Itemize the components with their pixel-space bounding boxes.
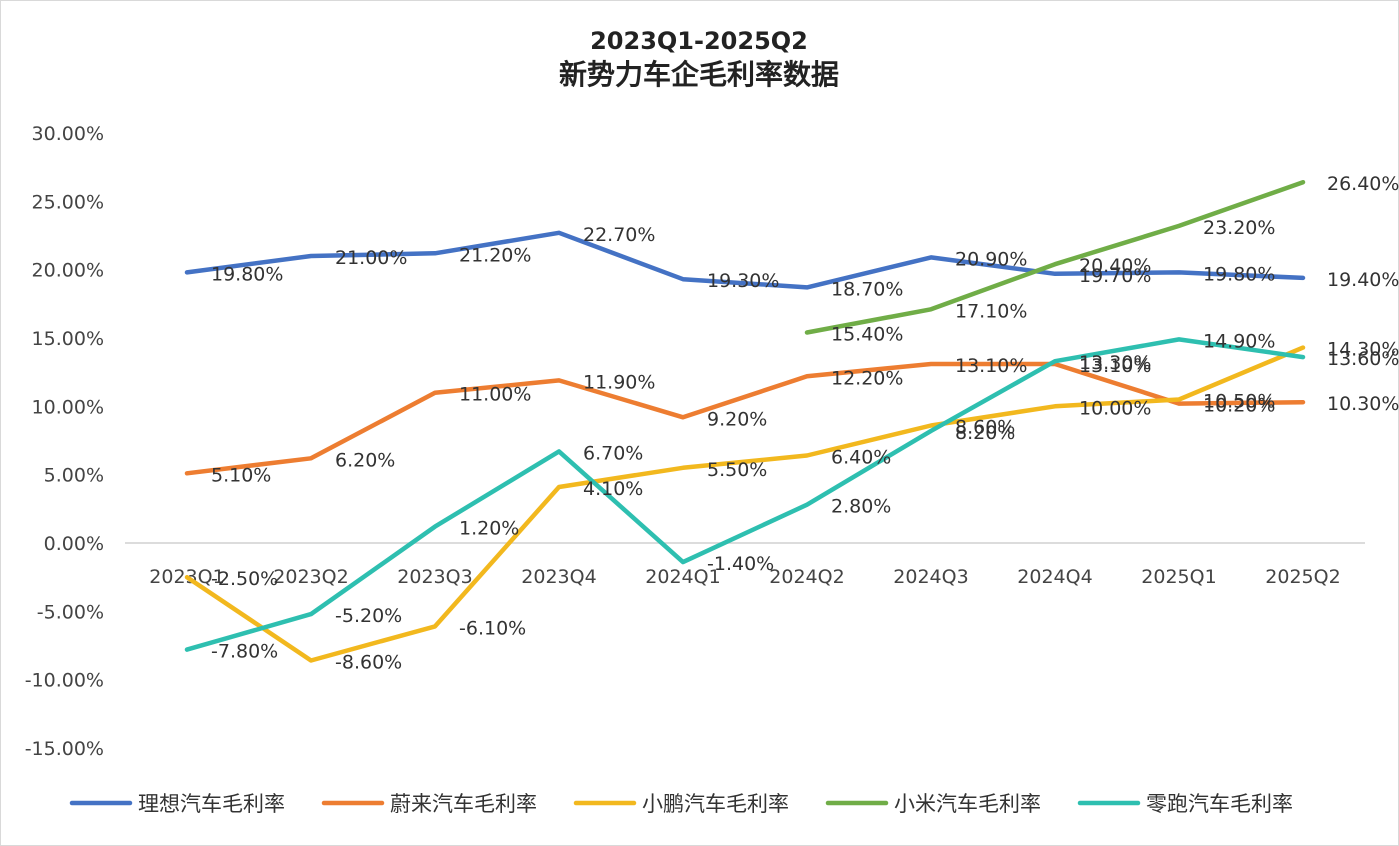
data-label: 17.10% — [955, 300, 1027, 322]
data-labels: 19.80% 21.00% 21.20% 22.70% 19.30% 18.70% 20.9… — [211, 173, 1399, 673]
y-tick-label: 20.00% — [32, 260, 104, 282]
legend-label: 蔚来汽车毛利率 — [390, 792, 537, 816]
data-label: 6.20% — [335, 449, 395, 471]
data-label: 8.60% — [955, 416, 1015, 438]
y-axis-ticks: 30.00% 25.00% 20.00% 15.00% 10.00% 5.00% 0.00%… — [25, 123, 104, 760]
x-tick-label: 2024Q1 — [645, 566, 720, 588]
data-label: -1.40% — [707, 553, 774, 575]
series-line-3 — [804, 179, 1306, 335]
y-tick-label: 15.00% — [32, 328, 104, 350]
data-label: 14.90% — [1203, 330, 1275, 352]
data-label: 11.90% — [583, 371, 655, 393]
x-tick-label: 2024Q3 — [893, 566, 968, 588]
legend: 理想汽车毛利率 蔚来汽车毛利率 小鹏汽车毛利率 小米汽车毛利率 零跑汽车毛利率 — [69, 792, 1293, 816]
data-label: -2.50% — [211, 568, 278, 590]
data-label: 21.20% — [459, 244, 531, 266]
data-label: 4.10% — [583, 478, 643, 500]
data-label: 13.10% — [1079, 355, 1151, 377]
data-label: 22.70% — [583, 224, 655, 246]
data-label: 5.50% — [707, 459, 767, 481]
data-label: 10.50% — [1203, 391, 1275, 413]
data-label: 10.00% — [1079, 397, 1151, 419]
chart-title-line-2: 新势力车企毛利率数据 — [559, 58, 839, 91]
data-label: 19.70% — [1079, 265, 1151, 287]
data-label: 10.20% — [1203, 395, 1275, 417]
data-label: 26.40% — [1327, 173, 1399, 195]
y-tick-label: -5.00% — [37, 601, 104, 623]
data-label: -6.10% — [459, 617, 526, 639]
legend-label: 零跑汽车毛利率 — [1146, 792, 1293, 816]
data-label: 6.70% — [583, 442, 643, 464]
data-label: 19.40% — [1327, 269, 1399, 291]
data-label: 19.80% — [1203, 263, 1275, 285]
legend-label: 小鹏汽车毛利率 — [642, 792, 789, 816]
legend-label: 小米汽车毛利率 — [894, 792, 1041, 816]
data-label: 14.30% — [1327, 339, 1399, 361]
data-label: 2.80% — [831, 496, 891, 518]
data-label: -8.60% — [335, 652, 402, 674]
data-label: 13.10% — [955, 355, 1027, 377]
data-label: -5.20% — [335, 605, 402, 627]
data-label: 1.20% — [459, 518, 519, 540]
y-tick-label: 10.00% — [32, 396, 104, 418]
x-tick-label: 2023Q3 — [397, 566, 472, 588]
y-tick-label: 30.00% — [32, 123, 104, 145]
x-tick-label: 2023Q2 — [273, 566, 348, 588]
data-label: 19.30% — [707, 270, 779, 292]
series-line-1 — [184, 361, 1306, 476]
chart-title-line-1: 2023Q1-2025Q2 — [590, 27, 808, 55]
data-label: 18.70% — [831, 278, 903, 300]
data-label: 12.20% — [831, 367, 903, 389]
data-label: 8.20% — [955, 422, 1015, 444]
y-tick-label: -15.00% — [25, 738, 104, 760]
x-tick-label: 2025Q1 — [1141, 566, 1216, 588]
series-line-4 — [184, 337, 1306, 652]
y-tick-label: 5.00% — [44, 465, 104, 487]
x-tick-label: 2023Q4 — [521, 566, 596, 588]
data-label: 23.20% — [1203, 217, 1275, 239]
x-axis-ticks: 2023Q1 2023Q2 2023Q3 2023Q4 2024Q1 2024Q2 2024… — [149, 566, 1340, 588]
data-label: 5.10% — [211, 464, 271, 486]
data-label: 6.40% — [831, 447, 891, 469]
y-tick-label: -10.00% — [25, 670, 104, 692]
series-line-2 — [184, 345, 1306, 663]
data-label: 10.30% — [1327, 393, 1399, 415]
data-label: 15.40% — [831, 324, 903, 346]
data-label: 19.80% — [211, 263, 283, 285]
legend-label: 理想汽车毛利率 — [138, 792, 285, 816]
data-label: 21.00% — [335, 247, 407, 269]
x-tick-label: 2025Q2 — [1265, 566, 1340, 588]
y-tick-label: 25.00% — [32, 191, 104, 213]
series-lines — [184, 179, 1306, 663]
data-label: 9.20% — [707, 408, 767, 430]
x-tick-label: 2024Q2 — [769, 566, 844, 588]
data-label: 20.90% — [955, 248, 1027, 270]
y-tick-label: 0.00% — [44, 533, 104, 555]
data-label: 11.00% — [459, 384, 531, 406]
data-label: 13.60% — [1327, 348, 1399, 370]
data-label: 20.40% — [1079, 255, 1151, 277]
series-line-0 — [184, 230, 1306, 290]
data-label: -7.80% — [211, 641, 278, 663]
x-tick-label: 2024Q4 — [1017, 566, 1092, 588]
data-label: 13.30% — [1079, 352, 1151, 374]
